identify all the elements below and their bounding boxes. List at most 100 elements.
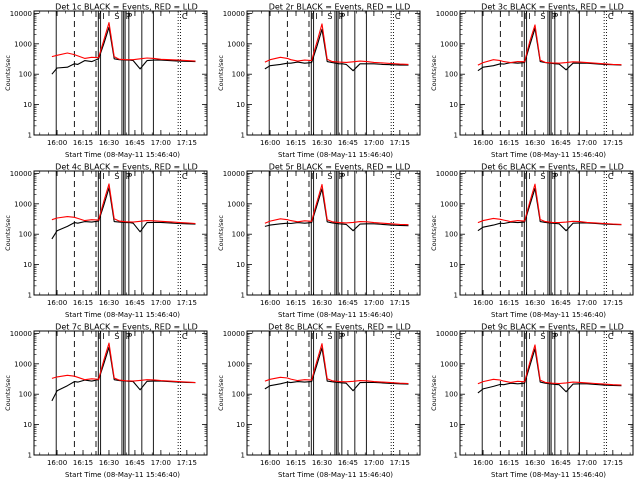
x-tick-label: 17:00	[151, 459, 171, 467]
y-tick-label: 1000	[440, 360, 458, 368]
y-tick-label: 10	[236, 421, 245, 429]
detector-panel: Det 4c BLACK = Events, RED = LLD Counts/s…	[0, 160, 213, 320]
lld-series-line	[264, 343, 409, 385]
plot-frame	[246, 10, 421, 136]
marker-annotation: P	[340, 12, 345, 21]
detector-panel: Det 9c BLACK = Events, RED = LLD Counts/s…	[426, 320, 639, 480]
x-tick-label: 16:15	[286, 139, 306, 147]
plot-frame	[246, 330, 421, 456]
y-tick-label: 1	[28, 292, 32, 300]
events-series-line	[264, 188, 409, 232]
x-tick-label: 16:15	[73, 139, 93, 147]
lld-series-line	[477, 24, 622, 66]
x-tick-label: 16:45	[551, 459, 571, 467]
plot-frame	[246, 170, 421, 296]
marker-annotation: C	[608, 172, 614, 181]
marker-annotation: I	[315, 172, 317, 181]
x-axis-label: Start Time (08-May-11 15:46:40)	[491, 151, 606, 159]
x-tick-label: 16:30	[99, 299, 119, 307]
detector-panel: Det 3c BLACK = Events, RED = LLD Counts/s…	[426, 0, 639, 160]
x-tick-label: 16:00	[473, 299, 493, 307]
y-tick-label: 1	[241, 132, 245, 140]
y-tick-label: 100	[232, 391, 245, 399]
x-tick-label: 16:30	[525, 139, 545, 147]
y-tick-label: 1000	[440, 200, 458, 208]
x-tick-label: 17:15	[177, 459, 197, 467]
y-tick-label: 1	[241, 452, 245, 460]
x-tick-label: 16:00	[473, 459, 493, 467]
x-tick-label: 17:15	[603, 299, 623, 307]
y-axis-label: Counts/sec	[430, 375, 438, 411]
x-tick-label: 16:00	[47, 139, 67, 147]
y-tick-label: 100	[19, 391, 32, 399]
events-series-line	[51, 187, 196, 240]
marker-annotation: I	[524, 172, 526, 181]
plot-frame	[33, 330, 208, 456]
marker-annotation: I	[102, 12, 104, 21]
x-axis-label: Start Time (08-May-11 15:46:40)	[278, 311, 393, 319]
plot-frame	[459, 330, 634, 456]
chart-title: Det 6c BLACK = Events, RED = LLD	[481, 163, 624, 172]
lld-series-line	[264, 23, 409, 65]
y-tick-label: 10000	[436, 10, 458, 18]
marker-annotation: I	[528, 332, 530, 341]
chart-title: Det 1c BLACK = Events, RED = LLD	[55, 3, 198, 12]
x-tick-label: 16:15	[499, 459, 519, 467]
marker-annotation: C	[395, 332, 401, 341]
x-tick-label: 17:15	[177, 139, 197, 147]
x-tick-label: 16:15	[286, 299, 306, 307]
x-tick-label: 16:15	[73, 459, 93, 467]
x-tick-label: 17:00	[151, 139, 171, 147]
y-tick-label: 100	[232, 71, 245, 79]
y-tick-label: 100	[232, 231, 245, 239]
y-tick-label: 10000	[10, 10, 32, 18]
y-axis-label: Counts/sec	[217, 55, 225, 91]
y-axis-label: Counts/sec	[430, 55, 438, 91]
marker-annotation: I	[311, 172, 313, 181]
marker-annotation: I	[315, 12, 317, 21]
y-tick-label: 10000	[10, 170, 32, 178]
y-axis-label: Counts/sec	[4, 55, 12, 91]
y-tick-label: 1	[28, 132, 32, 140]
x-tick-label: 16:45	[338, 459, 358, 467]
chart-svg: Det 7c BLACK = Events, RED = LLD Counts/s…	[4, 323, 208, 479]
marker-annotation: C	[608, 332, 614, 341]
y-tick-label: 10	[449, 421, 458, 429]
x-axis-label: Start Time (08-May-11 15:46:40)	[278, 471, 393, 479]
marker-annotation: S	[540, 12, 545, 21]
y-tick-label: 1000	[227, 200, 245, 208]
chart-title: Det 8c BLACK = Events, RED = LLD	[268, 323, 411, 332]
x-tick-label: 17:00	[577, 459, 597, 467]
y-tick-label: 1	[241, 292, 245, 300]
y-axis-label: Counts/sec	[4, 215, 12, 251]
x-tick-label: 17:15	[390, 459, 410, 467]
marker-annotation: S	[540, 172, 545, 181]
marker-annotation: I	[315, 332, 317, 341]
events-series-line	[264, 347, 409, 392]
x-tick-label: 17:15	[177, 299, 197, 307]
y-tick-label: 10	[236, 101, 245, 109]
marker-annotation: C	[182, 332, 188, 341]
marker-annotation: I	[311, 332, 313, 341]
x-tick-label: 16:15	[73, 299, 93, 307]
x-tick-label: 17:00	[577, 299, 597, 307]
marker-annotation: P	[552, 12, 557, 21]
events-series-line	[264, 28, 409, 72]
x-axis-label: Start Time (08-May-11 15:46:40)	[65, 151, 180, 159]
y-tick-label: 10000	[223, 10, 245, 18]
lld-series-line	[264, 183, 409, 226]
plot-frame	[459, 170, 634, 296]
marker-annotation: C	[182, 172, 188, 181]
chart-title: Det 7c BLACK = Events, RED = LLD	[55, 323, 198, 332]
y-tick-label: 1	[454, 292, 458, 300]
x-tick-label: 16:45	[125, 299, 145, 307]
x-axis-label: Start Time (08-May-11 15:46:40)	[65, 471, 180, 479]
marker-annotation: I	[524, 332, 526, 341]
chart-svg: Det 5r BLACK = Events, RED = LLD Counts/s…	[217, 163, 421, 319]
y-tick-label: 1	[454, 452, 458, 460]
events-series-line	[477, 348, 622, 394]
x-tick-label: 16:15	[286, 459, 306, 467]
marker-annotation: C	[182, 12, 188, 21]
marker-annotation: S	[327, 12, 332, 21]
marker-annotation: C	[395, 12, 401, 21]
